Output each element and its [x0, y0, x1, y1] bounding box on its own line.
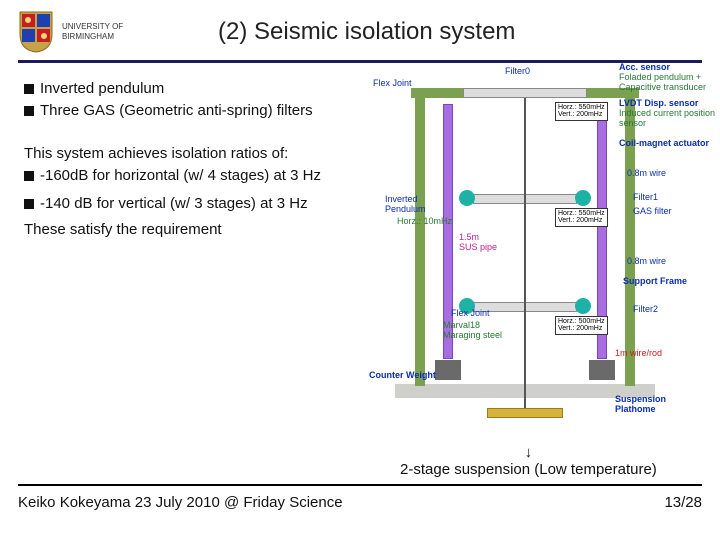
label-flexjoint: Flex Joint — [373, 78, 412, 88]
note-horz500: Horz.: 500mHzVert.: 200mHz — [555, 316, 608, 335]
paragraph: This system achieves isolation ratios of… — [24, 144, 374, 164]
label-acc: Acc. sensor — [619, 62, 670, 72]
bullet-text: -160dB for horizontal (w/ 4 stages) at 3… — [40, 166, 321, 186]
label-inverted: Inverted Pendulum — [385, 194, 426, 215]
bullet-text: -140 dB for vertical (w/ 3 stages) at 3 … — [40, 194, 308, 214]
label-support: Support Frame — [623, 276, 687, 286]
footer-rule — [18, 484, 702, 486]
square-bullet-icon — [24, 84, 34, 94]
page-title: (2) Seismic isolation system — [218, 18, 515, 46]
label-wirerod: 1m wire/rod — [615, 348, 662, 358]
gas-cap — [575, 298, 591, 314]
square-bullet-icon — [24, 171, 34, 181]
uni-line2: BIRMINGHAM — [62, 32, 123, 42]
footer-left: Keiko Kokeyama 23 July 2010 @ Friday Sci… — [18, 494, 343, 511]
label-gas: GAS filter — [633, 206, 672, 216]
label-susp: Suspension Plathome — [615, 394, 666, 415]
bullet-item: Three GAS (Geometric anti-spring) filter… — [24, 101, 374, 121]
label-sus: 1.5m SUS pipe — [459, 232, 497, 253]
note-horz550b: Horz.: 550mHzVert.: 200mHz — [555, 208, 608, 227]
footer-right: 13/28 — [664, 494, 702, 511]
label-lvdt-sub: Induced current position sensor — [619, 108, 720, 129]
label-filter2: Filter2 — [633, 304, 658, 314]
bullet-text: Inverted pendulum — [40, 79, 164, 99]
uni-line1: UNIVERSITY OF — [62, 22, 123, 32]
square-bullet-icon — [24, 106, 34, 116]
left-column: Inverted pendulum Three GAS (Geometric a… — [24, 79, 374, 243]
isolation-diagram: Horz.: 550mHzVert.: 200mHz Horz.: 550mHz… — [375, 64, 705, 434]
bullet-item: Inverted pendulum — [24, 79, 374, 99]
label-flex2: Flex Joint — [451, 308, 490, 318]
square-bullet-icon — [24, 199, 34, 209]
label-wire08: 0.8m wire — [627, 168, 666, 178]
label-wire08b: 0.8m wire — [627, 256, 666, 266]
label-counter: Counter Weight — [369, 370, 436, 380]
suspension-platform — [487, 408, 563, 418]
paragraph: These satisfy the requirement — [24, 220, 374, 240]
label-filter0: Filter0 — [505, 66, 530, 76]
bullet-item: -160dB for horizontal (w/ 4 stages) at 3… — [24, 166, 374, 186]
label-horz10: Horz.: 10mHz — [397, 216, 452, 226]
logo-area: UNIVERSITY OF BIRMINGHAM — [18, 10, 198, 54]
note-horz550a: Horz.: 550mHzVert.: 200mHz — [555, 102, 608, 121]
label-lvdt: LVDT Disp. sensor — [619, 98, 698, 108]
label-marval: Marval18 Maraging steel — [443, 320, 502, 341]
gas-cap — [459, 190, 475, 206]
university-shield-icon — [18, 10, 54, 54]
bullet-item: -140 dB for vertical (w/ 3 stages) at 3 … — [24, 194, 374, 214]
bullet-text: Three GAS (Geometric anti-spring) filter… — [40, 101, 313, 121]
gas-cap — [575, 190, 591, 206]
counter-weight — [435, 360, 461, 380]
filter0-stage — [463, 88, 587, 98]
footer: Keiko Kokeyama 23 July 2010 @ Friday Sci… — [18, 494, 702, 511]
label-coil: Coil-magnet actuator — [619, 138, 719, 148]
label-filter1: Filter1 — [633, 192, 658, 202]
counter-weight — [589, 360, 615, 380]
university-name: UNIVERSITY OF BIRMINGHAM — [62, 22, 123, 41]
frame-left — [415, 94, 425, 386]
header: UNIVERSITY OF BIRMINGHAM (2) Seismic iso… — [0, 0, 720, 58]
central-wire — [524, 98, 526, 408]
lower-caption: ↓ 2-stage suspension (Low temperature) — [400, 444, 657, 478]
label-acc-sub: Foladed pendulum + Capacitive transducer — [619, 72, 720, 93]
